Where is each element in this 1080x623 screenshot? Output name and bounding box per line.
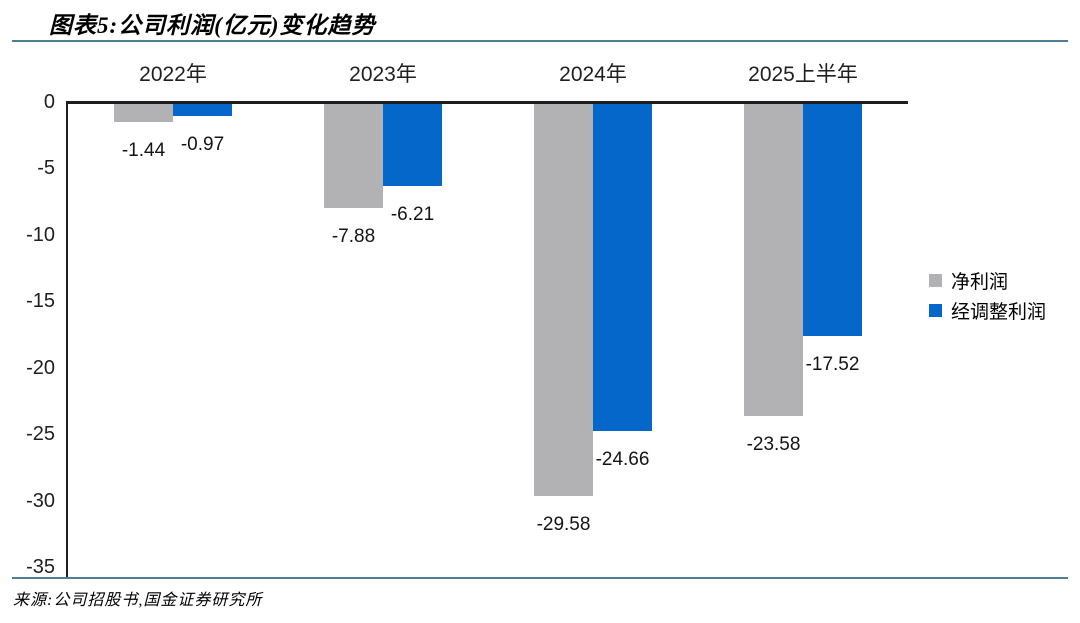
net-profit-value-label: -29.58 xyxy=(536,514,591,536)
y-axis-tick-label: -10 xyxy=(26,223,55,246)
zero-axis-line xyxy=(67,101,908,104)
net-profit-value-label: -7.88 xyxy=(331,225,376,247)
legend-item-net-profit: 净利润 xyxy=(929,265,1046,295)
figure-title: 图表5:公司利润(亿元)变化趋势 xyxy=(49,13,376,38)
y-axis-tick-label: -25 xyxy=(26,423,55,446)
adjusted-profit-bar xyxy=(383,103,442,186)
y-axis-tick-label: -20 xyxy=(26,356,55,379)
y-axis-line xyxy=(66,101,68,577)
x-axis-label: 2024年 xyxy=(559,63,627,86)
bottom-divider xyxy=(12,577,1068,579)
x-axis-label: 2023年 xyxy=(349,63,417,86)
legend-label: 净利润 xyxy=(951,271,1009,293)
adjusted-profit-bar xyxy=(173,103,232,116)
adjusted-profit-value-label: -24.66 xyxy=(595,448,650,470)
y-axis-tick-label: -30 xyxy=(26,489,55,512)
legend-item-adjusted-profit: 经调整利润 xyxy=(929,295,1046,325)
bar-chart: 2022年 2023年 2024年 2025上半年 0 -5 -10 -15 -20 -25 -30… xyxy=(26,63,908,577)
y-axis-tick-label: -35 xyxy=(26,556,55,577)
source-note: 来源:公司招股书,国金证券研究所 xyxy=(13,592,263,609)
net-profit-value-label: -23.58 xyxy=(746,434,801,456)
chart-legend: 净利润 经调整利润 xyxy=(929,265,1046,325)
adjusted-profit-bar xyxy=(803,103,862,336)
adjusted-profit-legend-swatch xyxy=(929,303,942,317)
y-axis-tick-label: -5 xyxy=(37,157,55,180)
x-axis-label: 2025上半年 xyxy=(748,63,858,86)
net-profit-bar xyxy=(534,103,593,497)
net-profit-legend-swatch xyxy=(929,273,942,287)
adjusted-profit-bar xyxy=(593,103,652,431)
y-axis-tick-label: -15 xyxy=(26,290,55,313)
net-profit-bar xyxy=(324,103,383,208)
net-profit-value-label: -1.44 xyxy=(121,140,166,162)
x-axis-label: 2022年 xyxy=(139,63,207,86)
net-profit-bar xyxy=(744,103,803,417)
adjusted-profit-value-label: -6.21 xyxy=(390,203,435,225)
adjusted-profit-value-label: -0.97 xyxy=(180,133,225,155)
top-divider xyxy=(12,40,1068,42)
y-axis-tick-label: 0 xyxy=(43,91,55,113)
legend-label: 经调整利润 xyxy=(951,301,1047,323)
net-profit-bar xyxy=(114,103,173,123)
adjusted-profit-value-label: -17.52 xyxy=(805,353,860,375)
